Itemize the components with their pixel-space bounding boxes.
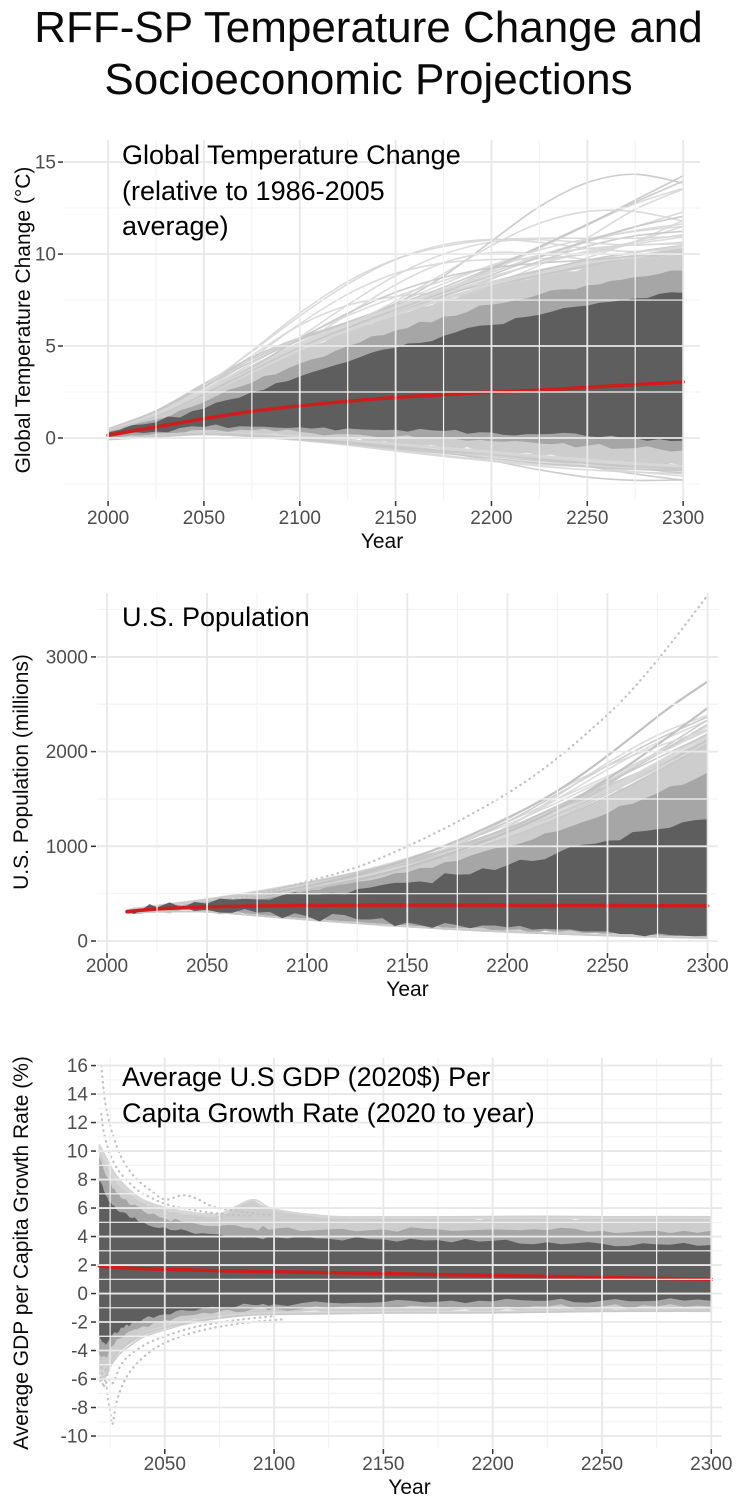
outlier-trajectory xyxy=(100,1318,287,1426)
annotation-line: U.S. Population xyxy=(122,602,310,632)
trajectory-line xyxy=(98,1309,712,1373)
svg-text:12: 12 xyxy=(67,1113,88,1134)
chart-us-population: 2000 2050 2100 2150 2200 2250 2300 0 1000 2000 300… xyxy=(0,560,737,1040)
svg-text:8: 8 xyxy=(77,1170,88,1191)
svg-text:2250: 2250 xyxy=(566,508,608,529)
outlier-trajectory xyxy=(100,1112,254,1217)
annotation-gdp: Average U.S GDP (2020$) Per Capita Growt… xyxy=(122,1060,535,1131)
annotation-line: Capita Growth Rate (2020 to year) xyxy=(122,1097,535,1128)
svg-text:0: 0 xyxy=(45,429,56,450)
svg-text:10: 10 xyxy=(67,1142,88,1163)
svg-text:14: 14 xyxy=(67,1085,89,1106)
gridlines xyxy=(97,1058,722,1448)
svg-text:2300: 2300 xyxy=(686,956,728,977)
outlier-trajectory xyxy=(125,594,709,913)
figure-title: RFF-SP Temperature Change and Socioecono… xyxy=(0,2,737,106)
svg-text:16: 16 xyxy=(67,1056,88,1077)
figure-title-line-2: Socioeconomic Projections xyxy=(104,54,633,104)
annotation-line: Global Temperature Change xyxy=(122,140,461,170)
outlier-trajectory xyxy=(100,1064,276,1217)
y-axis-title-gdp: Average GDP per Capita Growth Rate (%) xyxy=(10,1056,33,1450)
plot-area-gdp: 2050 2100 2150 2200 2250 2300 -10 -8 -6 -4 -2 0 2 4 6 8… xyxy=(61,1056,733,1475)
svg-text:0: 0 xyxy=(77,932,88,953)
svg-text:2050: 2050 xyxy=(186,956,228,977)
gridlines xyxy=(64,140,700,500)
svg-text:2200: 2200 xyxy=(486,956,528,977)
plot-series xyxy=(125,594,710,939)
svg-text:2150: 2150 xyxy=(386,956,428,977)
svg-text:2100: 2100 xyxy=(279,508,321,529)
gridlines xyxy=(97,593,718,952)
svg-text:2050: 2050 xyxy=(183,508,225,529)
trajectory-line xyxy=(98,1144,712,1219)
svg-text:2150: 2150 xyxy=(374,508,416,529)
chart-global-temperature: 2000 2050 2100 2150 2200 2250 2300 0 5 10 15 Globa… xyxy=(0,112,737,560)
svg-text:2: 2 xyxy=(77,1256,88,1277)
svg-text:4: 4 xyxy=(77,1227,88,1248)
svg-text:15: 15 xyxy=(35,153,56,174)
figure-title-line-1: RFF-SP Temperature Change and xyxy=(34,3,703,52)
svg-text:1000: 1000 xyxy=(46,837,88,858)
annotation-line: Average U.S GDP (2020$) Per xyxy=(122,1062,491,1092)
svg-text:2050: 2050 xyxy=(144,1454,186,1475)
svg-text:2250: 2250 xyxy=(581,1454,623,1475)
svg-text:2000: 2000 xyxy=(86,956,128,977)
axis-ticks: 2000 2050 2100 2150 2200 2250 2300 0 5 10 15 xyxy=(35,153,704,529)
svg-text:2250: 2250 xyxy=(586,956,628,977)
svg-text:0: 0 xyxy=(77,1284,88,1305)
svg-text:2150: 2150 xyxy=(362,1454,404,1475)
x-axis-title-temperature: Year xyxy=(360,530,404,553)
axis-ticks: 2050 2100 2150 2200 2250 2300 -10 -8 -6 -4 -2 0 2 4 6 8… xyxy=(61,1056,733,1475)
plot-area-temperature: 2000 2050 2100 2150 2200 2250 2300 0 5 10 15 xyxy=(35,140,704,529)
trajectory-line xyxy=(98,1143,712,1219)
svg-text:6: 6 xyxy=(77,1199,88,1220)
trajectory-line xyxy=(98,1147,712,1219)
svg-text:2000: 2000 xyxy=(46,742,88,763)
svg-text:2100: 2100 xyxy=(286,956,328,977)
annotation-population: U.S. Population xyxy=(122,600,310,636)
plot-area-population: 2000 2050 2100 2150 2200 2250 2300 0 1000 2000 300… xyxy=(46,593,729,977)
annotation-temperature: Global Temperature Change (relative to 1… xyxy=(122,138,461,245)
axis-ticks: 2000 2050 2100 2150 2200 2250 2300 0 1000 2000 300… xyxy=(46,647,729,977)
svg-text:2300: 2300 xyxy=(690,1454,732,1475)
svg-text:-10: -10 xyxy=(61,1427,88,1448)
svg-text:-8: -8 xyxy=(71,1398,88,1419)
trajectory-line xyxy=(98,1144,712,1219)
svg-text:-2: -2 xyxy=(71,1313,88,1334)
annotation-line: average) xyxy=(122,211,229,242)
y-axis-title-temperature: Global Temperature Change (°C) xyxy=(12,166,35,474)
svg-text:2200: 2200 xyxy=(472,1454,514,1475)
svg-text:2000: 2000 xyxy=(87,508,129,529)
annotation-line: (relative to 1986-2005 xyxy=(122,175,385,206)
band-inner xyxy=(99,1181,712,1345)
x-axis-title-gdp: Year xyxy=(388,1476,431,1497)
x-axis-title-population: Year xyxy=(386,978,429,1001)
svg-text:3000: 3000 xyxy=(46,647,88,668)
svg-text:10: 10 xyxy=(35,245,56,266)
svg-text:2200: 2200 xyxy=(470,508,512,529)
trajectory-line xyxy=(98,1309,712,1376)
svg-text:5: 5 xyxy=(45,337,56,358)
svg-text:-4: -4 xyxy=(71,1341,88,1362)
y-axis-title-population: U.S. Population (millions) xyxy=(10,654,33,890)
chart-gdp-growth: 2050 2100 2150 2200 2250 2300 -10 -8 -6 -4 -2 0 2 4 6 8… xyxy=(0,1040,737,1497)
svg-text:-6: -6 xyxy=(71,1370,88,1391)
svg-text:2300: 2300 xyxy=(662,508,704,529)
svg-text:2100: 2100 xyxy=(253,1454,295,1475)
